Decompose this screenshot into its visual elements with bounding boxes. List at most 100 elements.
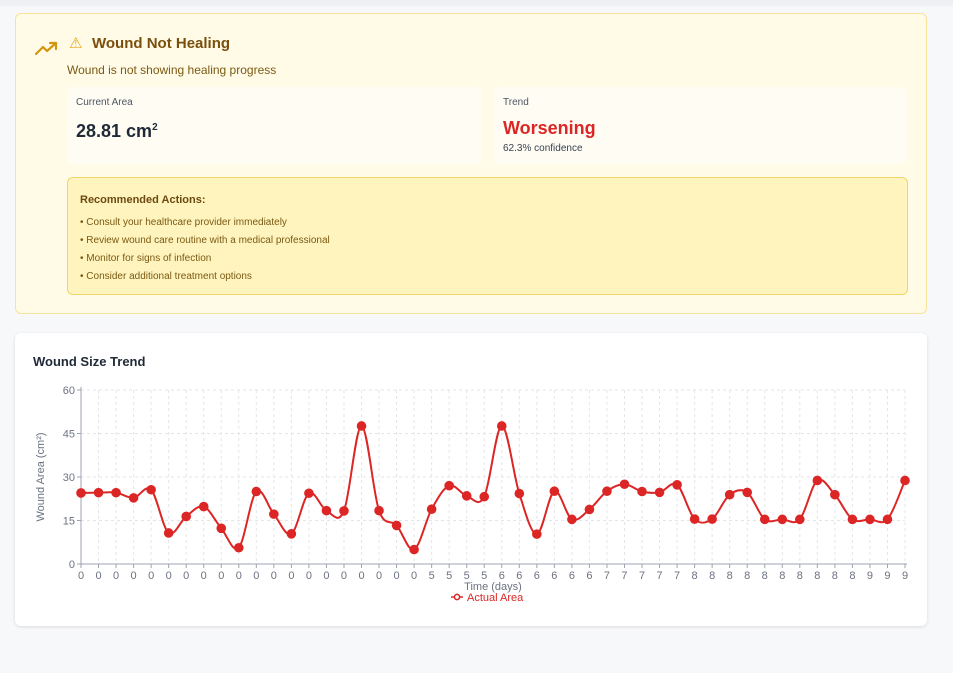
current-area-value: 28.81 cm2 bbox=[76, 121, 158, 141]
data-point bbox=[637, 486, 647, 497]
x-tick-label: 0 bbox=[341, 570, 347, 582]
trend-confidence: 62.3% confidence bbox=[503, 143, 583, 154]
data-point bbox=[339, 506, 349, 516]
data-point bbox=[602, 486, 612, 497]
data-point bbox=[830, 489, 840, 500]
data-point bbox=[689, 514, 700, 524]
recommended-action-item: • Consult your healthcare provider immed… bbox=[80, 217, 287, 228]
x-tick-label: 8 bbox=[727, 570, 733, 582]
y-axis-label: Wound Area (cm²) bbox=[35, 432, 47, 521]
recommended-actions-title: Recommended Actions: bbox=[80, 194, 206, 206]
data-point bbox=[163, 528, 174, 538]
x-tick-label: 6 bbox=[499, 570, 505, 582]
x-tick-label: 6 bbox=[534, 570, 540, 582]
x-tick-label: 9 bbox=[884, 570, 890, 582]
trend-value: Worsening bbox=[503, 118, 596, 138]
y-tick-label: 0 bbox=[69, 559, 75, 571]
area-unit-superscript: 2 bbox=[152, 122, 158, 133]
recommended-action-item: • Monitor for signs of infection bbox=[80, 253, 212, 264]
data-point bbox=[181, 511, 191, 522]
data-point bbox=[444, 480, 454, 491]
data-point bbox=[198, 501, 209, 512]
y-tick-label: 15 bbox=[63, 516, 75, 528]
legend-label: Actual Area bbox=[467, 592, 524, 604]
data-point bbox=[724, 489, 735, 500]
x-axis-label: Time (days) bbox=[464, 581, 522, 593]
x-tick-label: 0 bbox=[95, 570, 101, 582]
x-tick-label: 6 bbox=[569, 570, 575, 582]
x-tick-label: 8 bbox=[832, 570, 838, 582]
x-tick-label: 0 bbox=[236, 570, 242, 582]
data-point bbox=[795, 514, 805, 525]
data-point bbox=[269, 509, 279, 519]
x-tick-label: 0 bbox=[323, 570, 329, 582]
healing-alert-panel: ⚠ Wound Not Healing Wound is not showing… bbox=[15, 13, 927, 314]
data-point bbox=[514, 488, 525, 499]
x-tick-label: 0 bbox=[306, 570, 312, 582]
data-point bbox=[742, 487, 753, 498]
data-point bbox=[391, 520, 402, 531]
trend-card: Trend Worsening 62.3% confidence bbox=[494, 87, 907, 164]
x-tick-label: 7 bbox=[656, 570, 662, 582]
wound-size-trend-card: Wound Size Trend 0 15 30 45 60 0 0 0 0 0 0 0 0 0 0 0 0 0 0… bbox=[15, 333, 927, 626]
data-point bbox=[900, 475, 910, 486]
x-tick-label: 0 bbox=[253, 570, 259, 582]
x-tick-label: 8 bbox=[814, 570, 820, 582]
data-point bbox=[479, 491, 490, 502]
data-point bbox=[321, 505, 332, 516]
alert-subtitle: Wound is not showing healing progress bbox=[67, 63, 277, 77]
x-tick-label: 9 bbox=[902, 570, 908, 582]
data-point bbox=[584, 504, 595, 515]
x-tick-label: 0 bbox=[358, 570, 364, 582]
x-tick-label: 9 bbox=[867, 570, 873, 582]
data-point bbox=[356, 421, 367, 431]
x-tick-label: 8 bbox=[762, 570, 768, 582]
data-point bbox=[549, 486, 560, 497]
data-point bbox=[461, 491, 472, 501]
data-point bbox=[777, 514, 788, 525]
recommended-actions-list: • Consult your healthcare provider immed… bbox=[80, 214, 330, 286]
data-point bbox=[882, 514, 893, 525]
top-strip bbox=[0, 0, 953, 6]
x-tick-label: 0 bbox=[131, 570, 137, 582]
x-tick-label: 7 bbox=[604, 570, 610, 582]
data-point bbox=[304, 488, 314, 499]
recommended-actions-box: Recommended Actions: • Consult your heal… bbox=[67, 177, 908, 295]
x-tick-label: 7 bbox=[621, 570, 627, 582]
x-tick-label: 5 bbox=[481, 570, 487, 582]
x-tick-label: 0 bbox=[394, 570, 400, 582]
x-tick-label: 0 bbox=[411, 570, 417, 582]
warning-icon: ⚠ bbox=[69, 35, 83, 52]
x-tick-label: 8 bbox=[849, 570, 855, 582]
x-tick-label: 0 bbox=[113, 570, 119, 582]
x-tick-label: 7 bbox=[674, 570, 680, 582]
chart-card-title: Wound Size Trend bbox=[33, 354, 146, 369]
x-tick-label: 0 bbox=[288, 570, 294, 582]
data-point bbox=[216, 523, 227, 534]
x-tick-label: 0 bbox=[78, 570, 84, 582]
data-point bbox=[847, 514, 858, 525]
y-tick-label: 60 bbox=[63, 385, 75, 397]
data-point bbox=[759, 514, 770, 525]
current-area-label: Current Area bbox=[76, 97, 133, 108]
x-tick-label: 0 bbox=[218, 570, 224, 582]
x-tick-label: 6 bbox=[586, 570, 592, 582]
data-point bbox=[128, 493, 139, 503]
x-tick-label: 5 bbox=[429, 570, 435, 582]
x-tick-label: 8 bbox=[744, 570, 750, 582]
x-tick-label: 5 bbox=[464, 570, 470, 582]
current-area-card: Current Area 28.81 cm2 bbox=[67, 87, 482, 164]
x-tick-label: 7 bbox=[639, 570, 645, 582]
data-point bbox=[496, 421, 507, 431]
y-tick-label: 45 bbox=[63, 429, 75, 441]
x-tick-label: 0 bbox=[166, 570, 172, 582]
x-tick-label: 0 bbox=[376, 570, 382, 582]
trend-label: Trend bbox=[503, 97, 529, 108]
data-point bbox=[251, 486, 262, 497]
data-point bbox=[707, 514, 717, 524]
data-point bbox=[409, 544, 419, 555]
x-tick-label: 8 bbox=[692, 570, 698, 582]
recommended-action-item: • Review wound care routine with a medic… bbox=[80, 235, 330, 246]
recommended-action-item: • Consider additional treatment options bbox=[80, 271, 252, 282]
